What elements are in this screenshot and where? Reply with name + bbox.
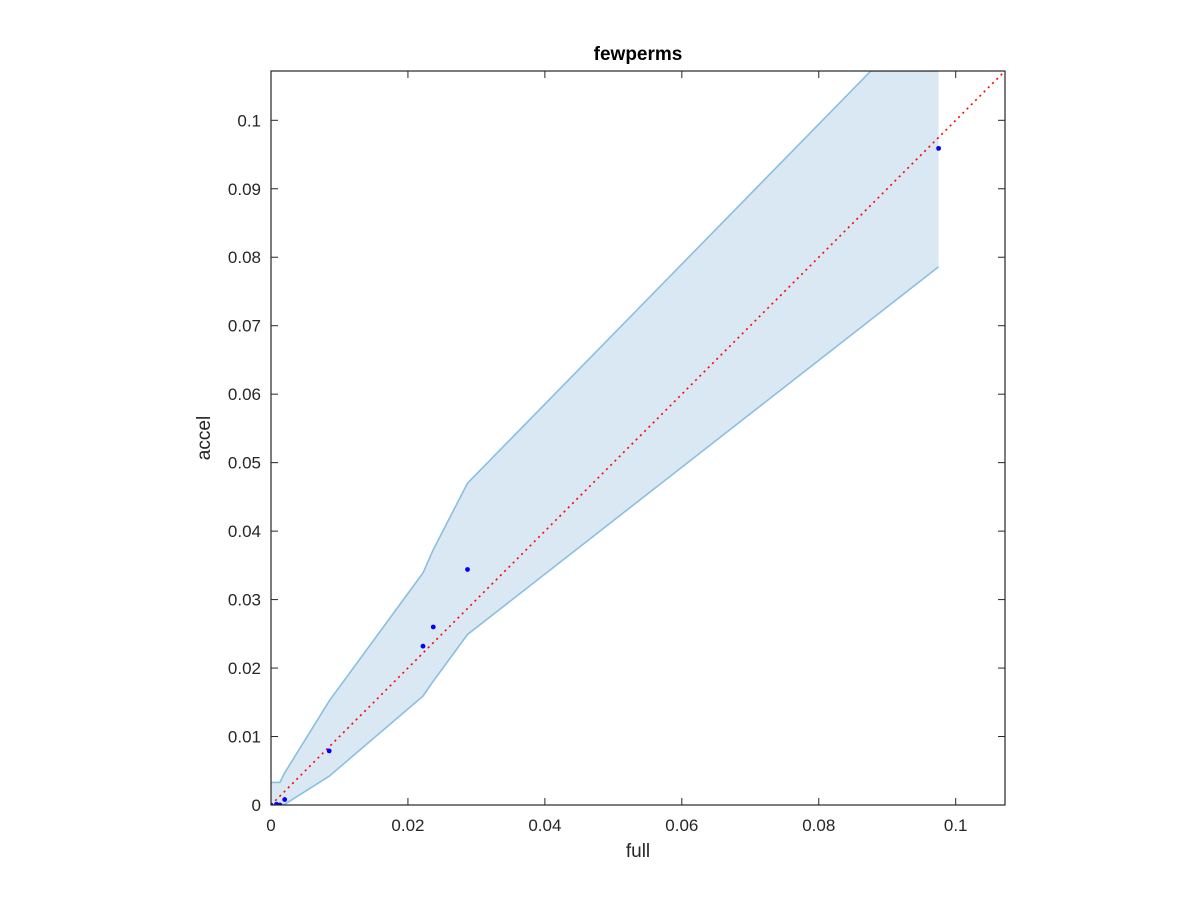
y-tick-label: 0.06 [228,385,261,404]
data-point [430,624,436,630]
x-tick-label: 0 [266,816,275,835]
x-tick-label: 0.1 [944,816,968,835]
data-point [420,643,426,649]
confidence-band [271,71,939,805]
data-point [326,748,332,754]
plot-area [271,71,1005,805]
x-tick-label: 0.06 [665,816,698,835]
data-point [465,567,470,572]
y-tick-label: 0.02 [228,659,261,678]
x-tick-label: 0.04 [528,816,561,835]
reference-line [271,71,1005,805]
y-tick-label: 0.04 [228,522,261,541]
chart-title: fewperms [594,44,683,65]
y-tick-label: 0.08 [228,248,261,267]
y-tick-label: 0 [252,796,261,815]
y-tick-label: 0.03 [228,591,261,610]
y-tick-label: 0.01 [228,728,261,747]
data-point [936,145,941,151]
y-tick-label: 0.05 [228,454,261,473]
y-tick-label: 0.09 [228,180,261,199]
y-axis-label: accel [194,416,215,460]
x-tick-label: 0.08 [802,816,835,835]
x-axis-label: full [626,841,650,862]
y-tick-label: 0.1 [237,111,261,130]
axes-box [270,70,1006,806]
band-upper-edge [271,71,939,784]
data-point [282,797,288,802]
axes: 0 0.02 0.04 0.06 0.08 0.1 0 0.01 0.02 0.03 0.04 0.0… [228,70,1006,835]
x-tick-label: 0.02 [391,816,424,835]
y-tick-label: 0.07 [228,317,261,336]
